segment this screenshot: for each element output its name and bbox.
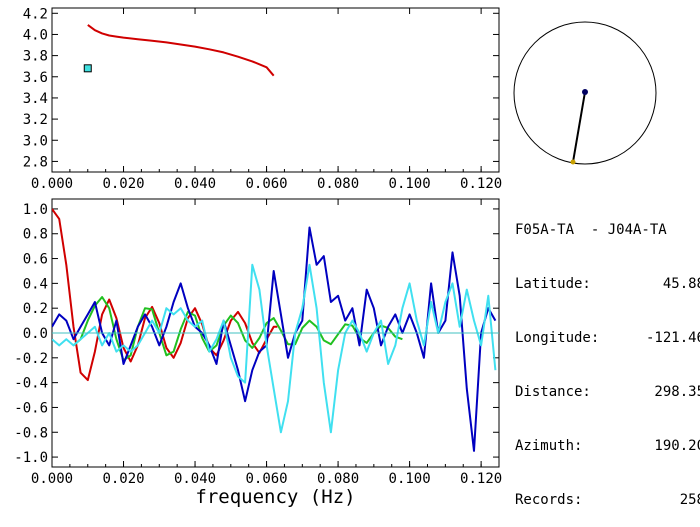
- x-tick-label: 0.020: [102, 471, 144, 487]
- info-key: Longitude:: [515, 330, 600, 346]
- map-circle: [513, 21, 657, 165]
- x-tick-label: 0.120: [460, 471, 502, 487]
- y-tick-label: 0.4: [23, 276, 48, 292]
- info-value: 298.35: [654, 384, 700, 400]
- info-row-longitude: Longitude: -121.46: [515, 329, 700, 347]
- x-tick-label: 0.060: [245, 176, 287, 192]
- y-tick-label: 3.6: [23, 70, 48, 86]
- info-key: Records:: [515, 492, 583, 508]
- plot-frame: [51, 7, 500, 173]
- info-row-azimuth: Azimuth: 190.20: [515, 437, 700, 455]
- info-value: 45.88: [662, 276, 700, 292]
- x-tick-label: 0.120: [460, 176, 502, 192]
- y-tick-label: 1.0: [23, 202, 48, 218]
- info-key: Azimuth:: [515, 438, 583, 454]
- series-group: [52, 208, 499, 452]
- y-tick-label: 4.2: [23, 6, 48, 22]
- series-line-1: [72, 296, 403, 362]
- y-tick-label: -0.6: [14, 400, 48, 416]
- y-tick-label: 3.2: [23, 112, 48, 128]
- y-tick-label: -0.8: [14, 425, 48, 441]
- x-tick-label: 0.100: [389, 176, 431, 192]
- x-tick-label: 0.080: [317, 471, 359, 487]
- y-tick-label: -0.2: [14, 351, 48, 367]
- info-value: -121.46: [645, 330, 700, 346]
- y-tick-label: 2.8: [23, 154, 48, 170]
- correlation-plot: 0.000 0.020 0.040 0.060 0.080 0.100 0.120 1.0 0.…: [14, 198, 502, 508]
- y-tick-label: -1.0: [14, 450, 48, 466]
- x-tick-label: 0.060: [245, 471, 287, 487]
- x-tick-label: 0.040: [174, 471, 216, 487]
- info-row-latitude: Latitude: 45.88: [515, 275, 700, 293]
- info-value: 258: [679, 492, 700, 508]
- info-row-records: Records: 258: [515, 491, 700, 509]
- remote-station-dot: [570, 159, 576, 165]
- center-station-dot: [582, 89, 588, 95]
- data-marker: [83, 64, 92, 73]
- series-line-2: [52, 226, 497, 452]
- y-tick-label: 0.2: [23, 301, 48, 317]
- y-tick-label: 0.6: [23, 252, 48, 268]
- series-group: [87, 24, 275, 77]
- info-value: 190.20: [654, 438, 700, 454]
- y-tick-label: 4.0: [23, 27, 48, 43]
- x-tick-label: 0.020: [102, 176, 144, 192]
- x-tick-label: 0.040: [174, 176, 216, 192]
- y-tick-label: 0.8: [23, 227, 48, 243]
- series-line-3: [52, 263, 497, 434]
- series-line-0: [52, 208, 278, 382]
- y-tick-label: 3.0: [23, 133, 48, 149]
- x-tick-label: 0.100: [389, 471, 431, 487]
- y-tick-label: 0.0: [23, 326, 48, 342]
- station-pair-label: F05A-TA - J04A-TA: [515, 222, 667, 238]
- station-info-panel: F05A-TA - J04A-TA Latitude: 45.88 Longit…: [515, 185, 700, 527]
- series-line-0: [87, 24, 275, 77]
- info-key: Distance:: [515, 384, 591, 400]
- azimuth-line: [572, 91, 586, 163]
- x-tick-label: 0.000: [31, 471, 73, 487]
- y-tick-label: -0.4: [14, 376, 48, 392]
- y-tick-label: 3.8: [23, 49, 48, 65]
- x-axis-label: frequency (Hz): [195, 486, 355, 508]
- x-tick-label: 0.080: [317, 176, 359, 192]
- dispersion-plot: 0.000 0.020 0.040 0.060 0.080 0.100 0.120 2.8 3.…: [23, 6, 502, 192]
- y-tick-label: 3.4: [23, 91, 48, 107]
- info-key: Latitude:: [515, 276, 591, 292]
- info-row-distance: Distance: 298.35: [515, 383, 700, 401]
- x-tick-label: 0.000: [31, 176, 73, 192]
- azimuth-map: [513, 21, 657, 165]
